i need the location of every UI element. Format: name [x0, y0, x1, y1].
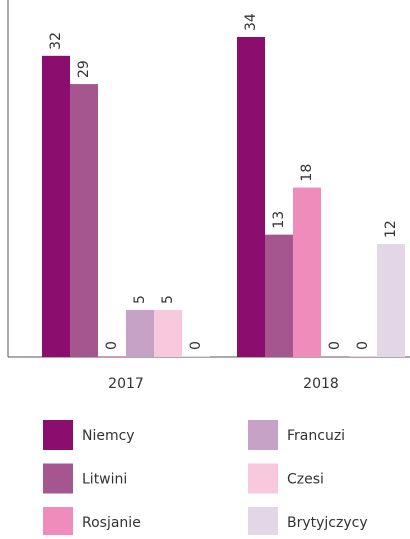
legend-label: Czesi	[287, 472, 324, 488]
bar	[293, 187, 321, 357]
legend-label: Francuzi	[287, 428, 345, 444]
x-tick-label: 2017	[108, 376, 144, 392]
legend-swatch	[43, 463, 73, 494]
x-tick-label: 2018	[303, 376, 339, 392]
bar	[42, 55, 70, 358]
bar	[98, 356, 126, 357]
value-label: 18	[299, 164, 315, 182]
legend-swatch	[248, 420, 278, 450]
value-label: 5	[160, 295, 176, 304]
value-label: 13	[271, 211, 287, 229]
value-label: 0	[188, 341, 204, 350]
bar	[237, 37, 265, 357]
legend-swatch	[248, 507, 278, 537]
value-label: 12	[383, 220, 399, 238]
bar	[321, 356, 349, 357]
bar	[70, 84, 98, 357]
bar	[377, 244, 405, 357]
legend-label: Litwini	[82, 472, 127, 488]
value-label: 0	[327, 341, 343, 350]
legend-label: Rosjanie	[82, 515, 141, 531]
legend-label: Niemcy	[82, 428, 135, 444]
legend-label: Brytyjczycy	[287, 515, 368, 531]
value-label: 34	[243, 13, 259, 31]
value-label: 29	[76, 60, 92, 78]
legend-swatch	[43, 507, 73, 537]
value-label: 0	[355, 341, 371, 350]
value-label: 0	[104, 341, 120, 350]
legend-swatch	[248, 463, 278, 494]
value-label: 5	[132, 295, 148, 304]
bar	[265, 234, 293, 357]
legend-swatch	[43, 420, 73, 450]
bar	[182, 356, 210, 357]
bar	[126, 309, 154, 357]
bar	[154, 309, 182, 357]
bar	[349, 356, 377, 357]
value-label: 32	[48, 32, 64, 50]
